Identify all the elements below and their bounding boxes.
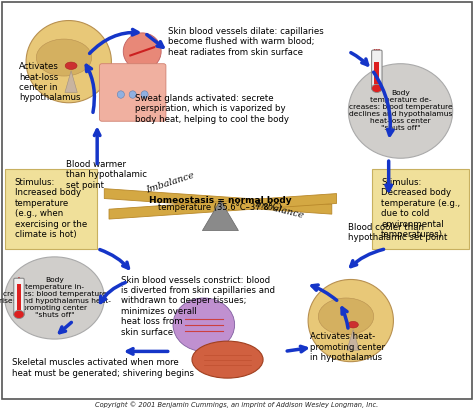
Ellipse shape — [173, 298, 235, 351]
FancyBboxPatch shape — [17, 284, 21, 310]
Text: Imbalance: Imbalance — [254, 199, 304, 220]
Text: Skeletal muscles activated when more
heat must be generated; shivering begins: Skeletal muscles activated when more hea… — [12, 358, 194, 378]
Polygon shape — [109, 194, 337, 219]
Text: Body
temperature in-
creases: blood temperature
rises and hypothalamus heat-
pro: Body temperature in- creases: blood temp… — [0, 277, 110, 319]
Text: Skin blood vessels dilate: capillaries
become flushed with warm blood;
heat radi: Skin blood vessels dilate: capillaries b… — [168, 27, 324, 57]
Text: Homeostasis = normal body: Homeostasis = normal body — [149, 196, 292, 205]
Ellipse shape — [372, 84, 382, 92]
Text: Body
temperature de-
creases: blood temperature
declines and hypothalamus
heat-l: Body temperature de- creases: blood temp… — [349, 90, 452, 132]
Polygon shape — [202, 200, 238, 231]
Ellipse shape — [348, 64, 453, 158]
Text: Stimulus:
Decreased body
temperature (e.g.,
due to cold
environmental
temperatur: Stimulus: Decreased body temperature (e.… — [381, 178, 460, 239]
Text: Stimulus:
Increased body
temperature
(e.g., when
exercising or the
climate is ho: Stimulus: Increased body temperature (e.… — [15, 178, 87, 239]
Text: Copyright © 2001 Benjamin Cummings, an imprint of Addison Wesley Longman, Inc.: Copyright © 2001 Benjamin Cummings, an i… — [95, 402, 379, 408]
Ellipse shape — [123, 33, 161, 70]
Text: Skin blood vessels constrict: blood
is diverted from skin capillaries and
withdr: Skin blood vessels constrict: blood is d… — [121, 276, 275, 337]
Ellipse shape — [5, 257, 104, 339]
Ellipse shape — [192, 341, 263, 378]
FancyBboxPatch shape — [100, 64, 166, 121]
FancyBboxPatch shape — [374, 62, 379, 84]
Text: Imbalance: Imbalance — [145, 171, 195, 195]
Ellipse shape — [141, 91, 148, 98]
Text: Blood warmer
than hypothalamic
set point: Blood warmer than hypothalamic set point — [66, 160, 147, 189]
Text: Activates
heat-loss
center in
hypothalamus: Activates heat-loss center in hypothalam… — [19, 62, 81, 102]
Ellipse shape — [319, 298, 374, 335]
FancyBboxPatch shape — [372, 169, 469, 249]
Ellipse shape — [65, 62, 77, 69]
Text: Activates heat-
promoting center
in hypothalamus: Activates heat- promoting center in hypo… — [310, 332, 385, 362]
Ellipse shape — [348, 321, 358, 328]
Polygon shape — [65, 71, 77, 92]
FancyBboxPatch shape — [14, 278, 24, 316]
Ellipse shape — [14, 310, 24, 319]
FancyBboxPatch shape — [5, 169, 97, 249]
Ellipse shape — [129, 91, 137, 98]
Text: Sweat glands activated: secrete
perspiration, which is vaporized by
body heat, h: Sweat glands activated: secrete perspira… — [135, 94, 289, 124]
Text: Blood cooler than
hypothalamic set point: Blood cooler than hypothalamic set point — [348, 222, 448, 242]
Text: temperature (35.6°C–37.8°C): temperature (35.6°C–37.8°C) — [158, 203, 283, 212]
Ellipse shape — [308, 279, 393, 362]
Ellipse shape — [117, 91, 124, 98]
FancyBboxPatch shape — [372, 50, 382, 90]
Polygon shape — [104, 189, 332, 214]
Ellipse shape — [36, 39, 91, 76]
Polygon shape — [347, 330, 359, 350]
Ellipse shape — [26, 21, 111, 103]
